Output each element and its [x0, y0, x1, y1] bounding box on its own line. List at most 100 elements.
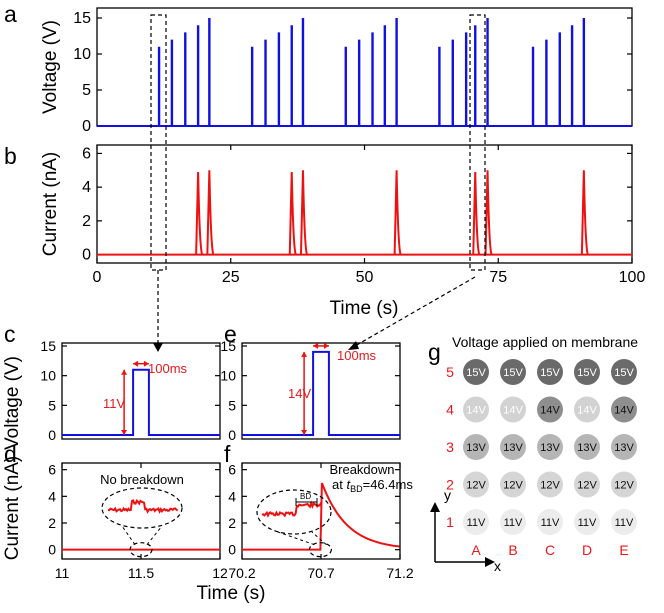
membrane-cell-B3: [500, 434, 526, 460]
panel-letter-f: f: [224, 441, 231, 467]
membrane-cell-voltage: 14V: [614, 405, 634, 417]
grid-x-arrowhead: [485, 557, 495, 567]
pulse-amplitude-label-c: 11V: [103, 396, 125, 411]
current-b-ytick-label: 0: [82, 247, 91, 264]
pulse-width-label-c: 100ms: [148, 361, 188, 376]
zoom-box-2: [469, 14, 486, 271]
grid-x-axis-letter: x: [494, 558, 501, 574]
pulse-width-arrowhead-e: [313, 342, 319, 349]
membrane-cell-C5: [537, 359, 563, 385]
current-spike-2: [206, 170, 215, 255]
membrane-cell-D4: [574, 396, 600, 423]
current-d-xtick-label: 12: [212, 565, 228, 581]
grid-row-label: 3: [446, 439, 454, 455]
tbd-inset-label: BD: [300, 492, 311, 501]
panel-letter-d: d: [4, 441, 17, 467]
x-axis-label-b: Time (s): [330, 298, 399, 319]
membrane-cell-voltage: 12V: [614, 480, 634, 492]
membrane-cell-voltage: 13V: [503, 442, 523, 454]
membrane-cell-D3: [574, 434, 600, 460]
membrane-cell-voltage: 13V: [577, 442, 597, 454]
membrane-cell-B4: [500, 396, 526, 423]
voltage-pulse-e: [242, 350, 400, 436]
membrane-cell-voltage: 14V: [466, 405, 486, 417]
current-f-ytick-label: 0: [228, 542, 236, 558]
zoom-box-1: [150, 14, 167, 271]
voltage-e-ytick-label: 15: [220, 338, 236, 354]
voltage-trace-chart: 0 5 10 15 Voltage (V): [40, 7, 633, 135]
membrane-cell-A4: [463, 396, 489, 423]
axes-frame-e: [241, 342, 401, 440]
current-b-ytick-label: 2: [82, 213, 91, 230]
no-breakdown-label: No breakdown: [100, 472, 184, 487]
voltage-c-ytick-label: 5: [48, 397, 56, 413]
membrane-cell-A5: [463, 359, 489, 385]
pulse-width-arrowhead-c: [143, 360, 149, 367]
grid-col-label: D: [582, 542, 592, 558]
membrane-cell-voltage: 12V: [540, 480, 560, 492]
membrane-cell-B1: [500, 509, 526, 535]
zoom-indicators: [150, 14, 486, 352]
grid-y-axis-letter: y: [444, 487, 451, 503]
grid-col-label: C: [545, 542, 555, 558]
y-axis-label-a: Voltage (V): [40, 20, 61, 114]
membrane-cell-A1: [463, 509, 489, 535]
grid-row-label: 5: [446, 364, 454, 380]
inset-connector-f: [277, 531, 315, 546]
current-d-xtick-label: 11: [55, 565, 70, 581]
grid-col-label: A: [471, 542, 481, 558]
current-spike-7: [484, 170, 493, 255]
current-d-ytick-label: 6: [48, 462, 56, 478]
pulse-amplitude-arrowhead-c: [121, 430, 128, 435]
current-trace-chart: 0 2 4 6 0 25 50 75 100 Current (nA) Time (s): [40, 144, 646, 319]
membrane-cell-B5: [500, 359, 526, 385]
current-f-ytick-label: 6: [228, 462, 236, 478]
membrane-cell-voltage: 12V: [466, 480, 486, 492]
voltage-zoom-no-breakdown: 0 5 10 15 100ms 11V: [40, 338, 221, 443]
membrane-cell-voltage: 13V: [540, 442, 560, 454]
breakdown-time-label: at tBD=46.4ms: [332, 477, 413, 494]
panel-letter-b: b: [4, 143, 17, 169]
membrane-cell-C2: [537, 471, 563, 498]
voltage-a-ytick-label: 15: [73, 10, 91, 27]
current-spike-8: [580, 170, 589, 255]
voltage-a-ytick-label: 5: [82, 82, 91, 99]
membrane-cell-voltage: 11V: [541, 517, 560, 529]
pulse-width-arrowhead-c: [133, 360, 139, 367]
grid-row-label: 1: [446, 514, 454, 530]
panel-letter-c: c: [4, 321, 16, 347]
current-b-xtick-label: 100: [619, 269, 646, 286]
current-b-xtick-label: 0: [93, 269, 102, 286]
voltage-c-ytick-label: 15: [40, 338, 56, 354]
current-spike-4: [299, 170, 308, 255]
inset-ellipse-d: [101, 487, 183, 529]
inset-connector-d: [146, 525, 163, 545]
grid-title: Voltage applied on membrane: [452, 334, 638, 350]
zoom-circle-f: [308, 542, 332, 558]
axes-frame-c: [61, 342, 221, 440]
zoom-arrowhead-1: [153, 343, 163, 352]
pulse-amplitude-arrowhead-e: [301, 351, 308, 357]
membrane-cell-voltage: 15V: [466, 367, 486, 379]
membrane-cell-C4: [537, 396, 563, 423]
current-f-ytick-label: 4: [228, 488, 236, 504]
panel-letter-a: a: [4, 1, 17, 27]
membrane-cell-voltage: 14V: [540, 405, 560, 417]
membrane-cell-E1: [611, 509, 637, 535]
current-f-ytick-label: 2: [228, 515, 236, 531]
membrane-cell-voltage: 11V: [467, 517, 486, 529]
membrane-cell-E2: [611, 471, 637, 498]
current-spike-1: [195, 171, 204, 255]
panel-letter-e: e: [224, 321, 237, 347]
grid-y-arrowhead: [430, 502, 440, 512]
membrane-cell-E3: [611, 434, 637, 460]
pulse-width-label-e: 100ms: [337, 348, 377, 363]
current-d-xtick-label: 11.5: [128, 565, 154, 581]
y-axis-label-d: Current (nA): [2, 456, 23, 561]
current-d-ytick-label: 2: [48, 515, 56, 531]
zoom-circle-d: [129, 542, 153, 558]
membrane-cell-voltage: 11V: [615, 517, 634, 529]
voltage-zoom-breakdown: 0 5 10 15 100ms 14V: [220, 338, 401, 443]
pulse-amplitude-label-e: 14V: [288, 386, 311, 401]
y-axis-label-b: Current (nA): [40, 152, 61, 257]
